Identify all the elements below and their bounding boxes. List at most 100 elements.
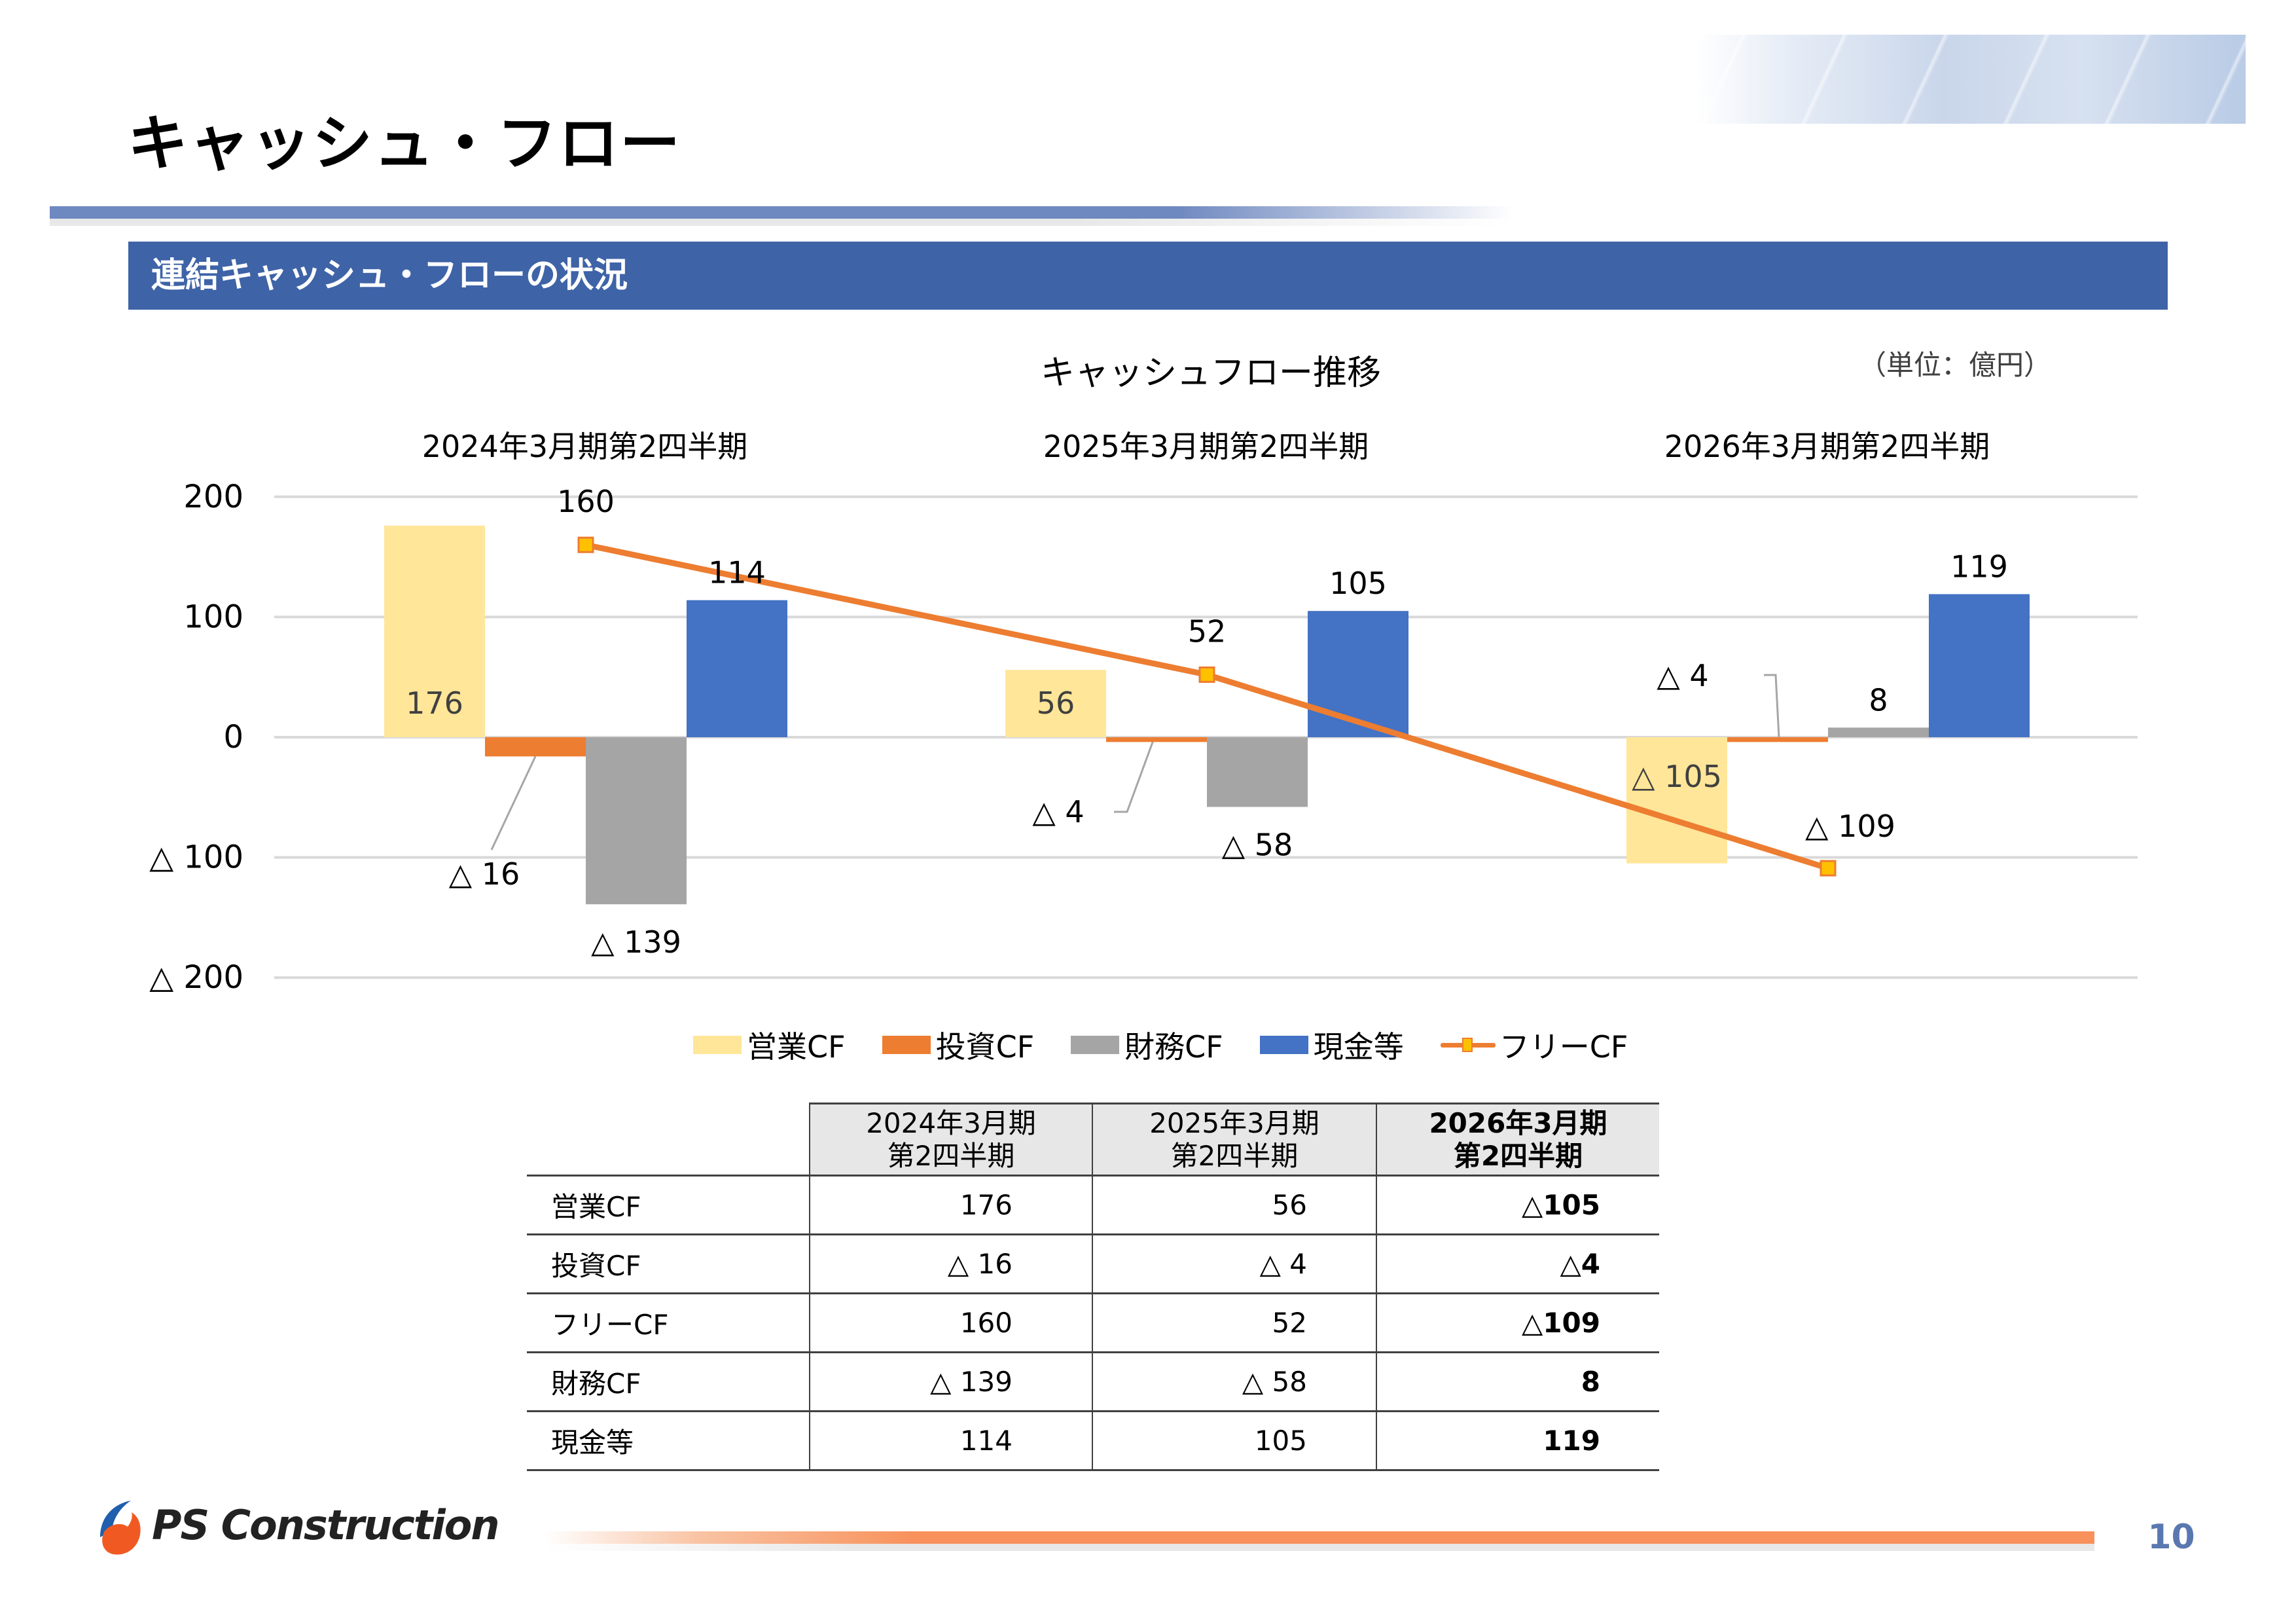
cell-2025: △ 58 [1092,1352,1376,1412]
company-logo [100,1501,141,1555]
cell-2026: 119 [1376,1411,1659,1471]
table-header-row: 2024年3月期 第2四半期 2025年3月期 第2四半期 2026年3月期 第2四半… [527,1103,1659,1176]
header-line2: 第2四半期 [1170,1139,1299,1172]
legend-label: 現金等 [1313,1029,1404,1065]
cell-2025: △ 4 [1092,1234,1376,1294]
y-tick-label: 0 [223,719,243,756]
cash-data-label: 119 [1950,549,2008,585]
footer-rule [545,1531,2094,1544]
table-row: フリーCF 160 52 △109 [527,1293,1659,1353]
cash-bar [1929,594,2030,737]
header-line2: 第2四半期 [1453,1139,1583,1172]
cell-2024: △ 139 [809,1352,1092,1412]
row-label: 営業CF [527,1175,810,1235]
legend-item-free: フリーCF [1440,1023,1628,1067]
footer-rule-shadow [545,1544,2094,1551]
financing-cf-bar [586,737,687,905]
y-tick-label: 200 [183,479,243,515]
legend-item-cash: 現金等 [1259,1023,1404,1067]
cell-2024: △ 16 [809,1234,1092,1294]
operating-cf-data-label: 176 [406,685,463,721]
table-row: 現金等 114 105 119 [527,1411,1659,1471]
operating-cf-data-label: 56 [1037,685,1075,721]
title-underline [50,206,1513,219]
investing-cf-bar [1106,737,1207,742]
legend-swatch-cash [1259,1036,1308,1054]
investing-cf-data-label: △ 4 [1657,658,1708,693]
investing-cf-data-label: △ 16 [449,856,520,892]
cash-data-label: 105 [1329,566,1387,601]
leader-line [1764,674,1780,738]
cell-2026: 8 [1376,1352,1659,1412]
category-label-2026: 2026年3月期第2四半期 [1664,429,1990,464]
row-label: 投資CF [527,1234,810,1294]
cell-2026: △109 [1376,1293,1659,1353]
free-cf-marker [1198,666,1215,684]
legend-label: 営業CF [747,1029,846,1065]
y-tick-label: △ 200 [149,959,243,996]
section-header-band [128,242,2168,310]
category-label-2025: 2025年3月期第2四半期 [1043,429,1369,464]
free-cf-data-label: △ 109 [1805,809,1895,844]
cell-2025: 56 [1092,1175,1376,1235]
financing-cf-bar [1207,737,1308,807]
y-tick-label: 100 [183,598,243,635]
header-line1: 2025年3月期 [1149,1106,1319,1139]
table-header-blank [527,1103,810,1176]
table-row: 財務CF △ 139 △ 58 8 [527,1352,1659,1412]
row-label: 財務CF [527,1352,810,1412]
investing-cf-data-label: △ 4 [1032,794,1084,830]
table-row: 投資CF △ 16 △ 4 △4 [527,1234,1659,1294]
financing-cf-bar [1828,727,1929,737]
operating-cf-bar [384,525,485,737]
table-row: 営業CF 176 56 △105 [527,1175,1659,1235]
cashflow-chart: 200 100 0 △ 100 △ 200 176 △ 16 △ 139 114 56 △ 4 △ … [149,479,2138,996]
y-tick-label: △ 100 [149,839,243,876]
cash-bar [1308,611,1408,737]
section-title: 連結キャッシュ・フローの状況 [151,256,628,295]
financing-cf-data-label: △ 58 [1222,827,1293,862]
row-label: 現金等 [527,1411,810,1471]
cell-2026: △105 [1376,1175,1659,1235]
cash-bar [687,600,787,737]
table-header-2024: 2024年3月期 第2四半期 [809,1103,1092,1176]
operating-cf-bar [1005,670,1106,737]
cell-2025: 105 [1092,1411,1376,1471]
investing-cf-bar [485,737,586,757]
header-line1: 2026年3月期 [1429,1106,1607,1139]
leader-line [1114,740,1155,813]
table-header-2025: 2025年3月期 第2四半期 [1092,1103,1376,1176]
legend-label: 財務CF [1124,1029,1223,1065]
header-line1: 2024年3月期 [866,1106,1036,1139]
financing-cf-data-label: △ 139 [591,924,681,960]
chart-legend: 営業CF 投資CF 財務CF 現金等 フリーCF [693,1027,1664,1065]
page-number: 10 [2147,1518,2195,1557]
legend-label: 投資CF [935,1029,1035,1065]
cell-2024: 176 [809,1175,1092,1235]
unit-label: （単位：億円） [1859,349,2052,381]
free-cf-data-label: 160 [557,484,615,519]
financing-cf-data-label: 8 [1869,682,1888,718]
cell-2026: △4 [1376,1234,1659,1294]
legend-swatch-operating [693,1036,742,1054]
investing-cf-bar [1727,737,1828,742]
legend-swatch-financing [1071,1036,1120,1054]
legend-swatch-investing [882,1036,931,1054]
page-title: キャッシュ・フロー [128,109,682,179]
free-cf-marker [1820,860,1837,877]
header-decoration-image [1697,35,2246,124]
row-label: フリーCF [527,1293,810,1353]
table-header-2026: 2026年3月期 第2四半期 [1376,1103,1659,1176]
legend-item-operating: 営業CF [693,1023,846,1067]
legend-label: フリーCF [1499,1029,1628,1065]
operating-cf-bar [1626,737,1727,864]
cashflow-table: 2024年3月期 第2四半期 2025年3月期 第2四半期 2026年3月期 第2四半… [527,1103,1659,1471]
cash-data-label: 114 [708,555,766,591]
operating-cf-data-label: △ 105 [1632,759,1722,794]
cell-2025: 52 [1092,1293,1376,1353]
free-cf-marker [577,536,594,553]
title-underline-shadow [50,219,1513,226]
cell-2024: 160 [809,1293,1092,1353]
free-cf-data-label: 52 [1188,614,1227,649]
header-line2: 第2四半期 [887,1139,1015,1172]
